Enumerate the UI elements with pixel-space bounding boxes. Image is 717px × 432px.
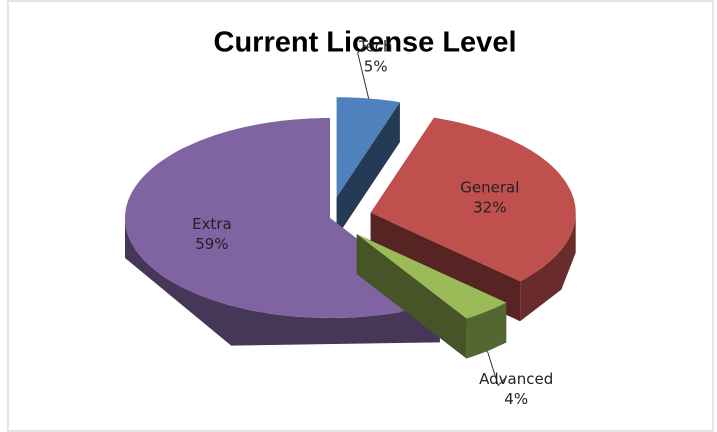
value-label: 5%	[364, 57, 388, 75]
pie	[125, 97, 576, 359]
slice-top	[356, 234, 507, 319]
category-label: Tech	[358, 37, 393, 55]
slice-wall	[356, 234, 467, 359]
category-label: General	[460, 178, 519, 196]
slice-top	[336, 97, 400, 198]
leader-line	[486, 351, 507, 387]
value-label: 59%	[195, 235, 228, 253]
slice-side	[125, 218, 440, 346]
slice-side	[520, 212, 576, 322]
category-label: Extra	[192, 215, 232, 233]
slice-side	[466, 302, 507, 359]
value-label: 4%	[504, 390, 528, 408]
slice-wall	[336, 102, 400, 238]
category-label: Advanced	[479, 370, 553, 388]
value-label: 32%	[473, 198, 506, 216]
slice	[336, 97, 400, 238]
chart-title: Current License Level	[214, 27, 517, 59]
slice	[356, 234, 507, 359]
leader-line	[357, 44, 370, 99]
slice-top	[370, 117, 576, 282]
